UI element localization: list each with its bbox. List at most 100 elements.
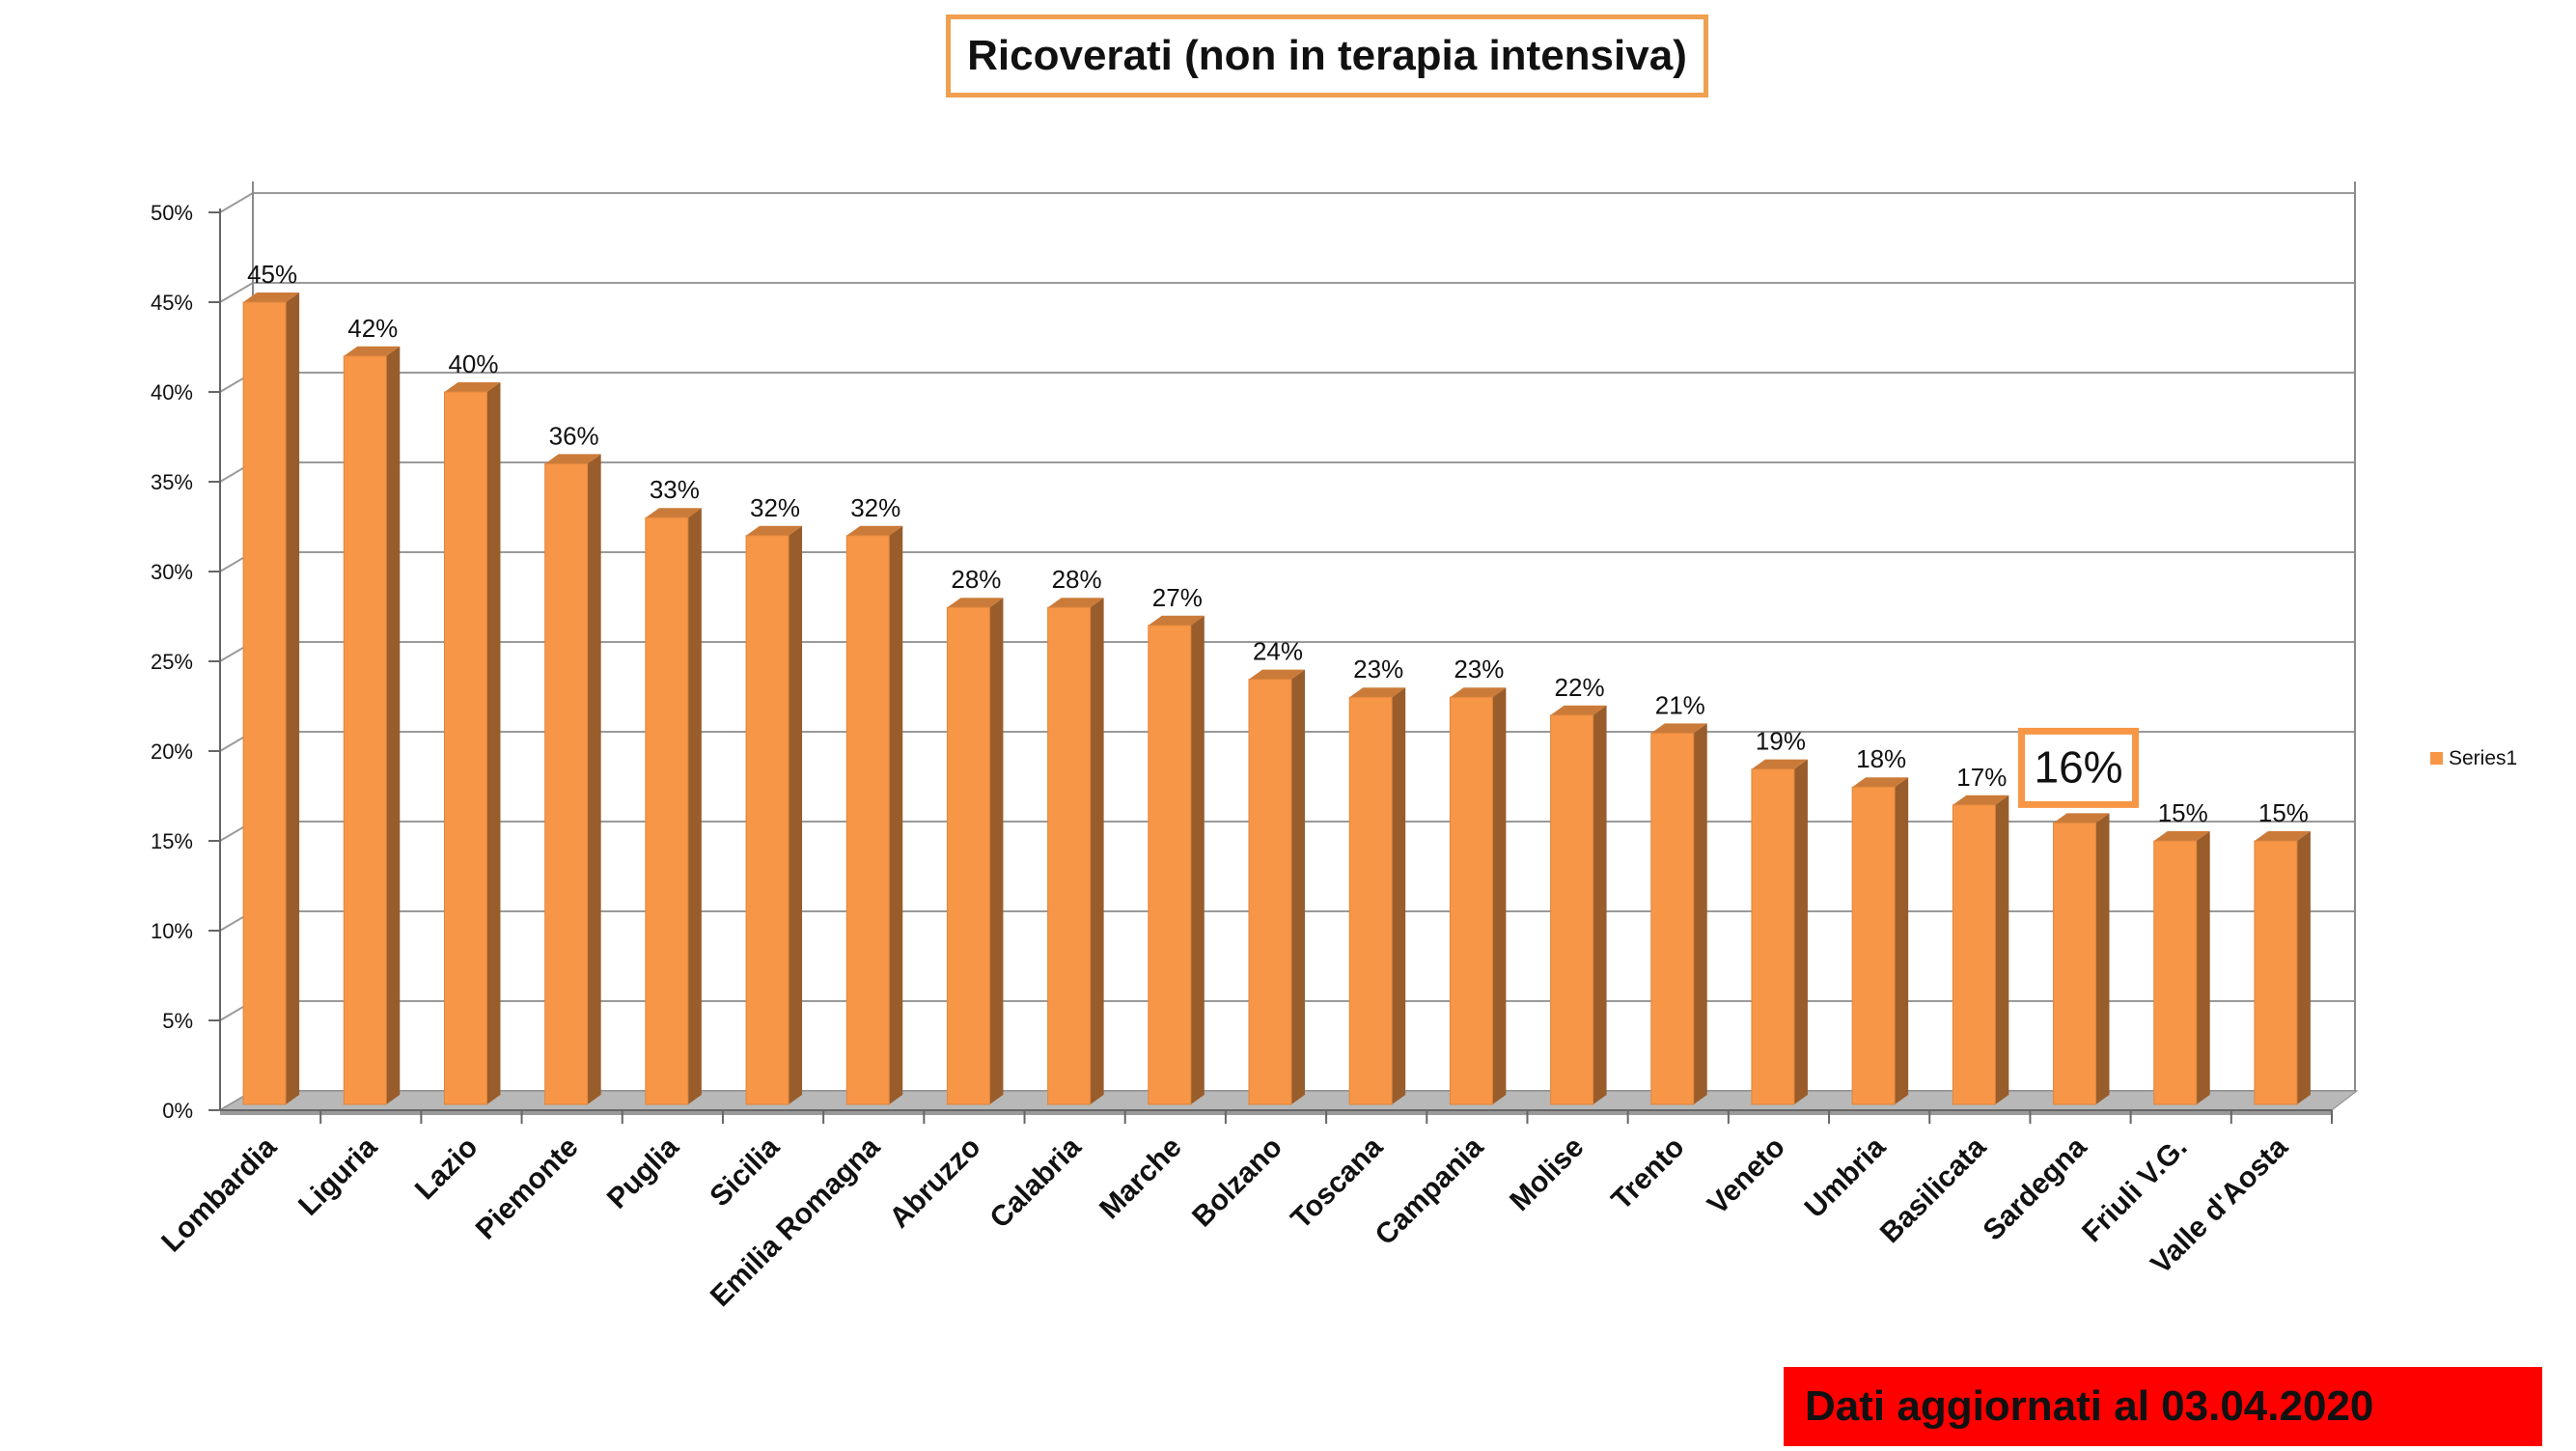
update-date-banner: Dati aggiornati al 03.04.2020 <box>1784 1367 2542 1446</box>
bar-side <box>2095 813 2110 1104</box>
y-tick-label: 25% <box>151 650 193 674</box>
bar-top <box>1550 705 1607 715</box>
bar-top <box>544 454 601 464</box>
bar <box>1348 696 1393 1105</box>
bar <box>1047 606 1092 1105</box>
x-tick-label: Bolzano <box>1186 1131 1288 1234</box>
data-label: 45% <box>247 260 297 289</box>
data-label: 27% <box>1152 583 1203 612</box>
x-tick-label: Calabria <box>984 1130 1088 1234</box>
bar-top <box>947 598 1004 608</box>
y-tick-label: 0% <box>162 1099 193 1123</box>
x-tick-label: Marche <box>1094 1131 1188 1226</box>
x-tick-label: Emilia Romagna <box>705 1130 887 1313</box>
x-tick-label: Umbria <box>1799 1130 1893 1224</box>
update-date-text: Dati aggiornati al 03.04.2020 <box>1805 1382 2374 1430</box>
bar-side <box>386 346 401 1104</box>
x-tick-label: Veneto <box>1702 1131 1791 1221</box>
y-tick-label: 50% <box>151 201 193 225</box>
bar-side <box>1291 669 1305 1104</box>
bar <box>946 606 990 1105</box>
y-tick-label: 15% <box>151 829 193 853</box>
bar <box>443 391 487 1105</box>
x-tick-label: Lombardia <box>155 1130 283 1258</box>
bar <box>1248 679 1292 1105</box>
data-label: 40% <box>448 349 498 378</box>
bar-top <box>1852 777 1909 788</box>
bar-top <box>846 525 903 536</box>
chart-title: Ricoverati (non in terapia intensiva) <box>967 32 1687 79</box>
bar-side <box>486 382 501 1104</box>
gridline-side <box>219 192 254 213</box>
data-label: 32% <box>850 493 900 522</box>
bar-side <box>1190 615 1205 1104</box>
y-tick-label: 30% <box>151 560 193 584</box>
data-label: 33% <box>650 475 700 504</box>
bar-side <box>1090 598 1104 1104</box>
chart-floor-edge <box>220 1110 2332 1115</box>
bar-top <box>746 525 803 536</box>
bar-side <box>1392 687 1406 1104</box>
highlight-box <box>2018 727 2140 808</box>
bar <box>645 516 689 1105</box>
x-tick-label: Basilicata <box>1874 1130 1993 1249</box>
bar-side <box>1995 795 2009 1104</box>
bar <box>2254 840 2298 1105</box>
bar <box>2153 840 2198 1105</box>
bar <box>2053 822 2097 1105</box>
data-label: 16% <box>2034 741 2122 792</box>
bar <box>1751 768 1795 1105</box>
bar-top <box>1148 615 1205 626</box>
bar-side <box>889 525 903 1104</box>
data-label: 15% <box>2158 798 2208 827</box>
bar <box>1550 714 1594 1105</box>
bar-side <box>2196 831 2210 1104</box>
data-label: 23% <box>1454 655 1504 684</box>
x-tick-label: Lazio <box>409 1131 485 1207</box>
bar <box>343 355 387 1105</box>
bar-side <box>2296 831 2311 1104</box>
bar <box>745 535 789 1105</box>
bar-top <box>1249 669 1305 680</box>
y-tick-label: 5% <box>162 1009 193 1033</box>
bar-side <box>789 525 803 1104</box>
bar-top <box>1349 687 1406 698</box>
data-label: 15% <box>2258 798 2309 827</box>
x-tick-label: Sicilia <box>704 1130 786 1213</box>
bar-top <box>1751 759 1808 769</box>
bar-side <box>1895 777 1909 1104</box>
data-label: 22% <box>1555 673 1605 702</box>
bar <box>1449 696 1493 1105</box>
bar-side <box>687 508 702 1104</box>
bar <box>1148 625 1192 1105</box>
y-tick-label: 35% <box>151 470 193 494</box>
gridline-side <box>219 282 254 303</box>
bar-top <box>243 293 300 302</box>
data-label: 23% <box>1353 655 1403 684</box>
x-tick-label: Liguria <box>292 1130 383 1221</box>
x-tick-label: Trento <box>1606 1131 1691 1216</box>
chart-title-box: Ricoverati (non in terapia intensiva) <box>946 14 1708 98</box>
data-label: 32% <box>750 493 800 522</box>
bar <box>1851 786 1896 1105</box>
bar-top <box>1953 795 2009 805</box>
bar-top <box>1047 598 1104 608</box>
x-tick-label: Puglia <box>601 1130 685 1214</box>
x-tick-label: Piemonte <box>470 1131 585 1246</box>
x-tick-label: Sardegna <box>1977 1130 2092 1246</box>
bar-side <box>1492 687 1507 1104</box>
bar-top <box>444 382 501 392</box>
y-tick-label: 10% <box>151 919 193 943</box>
bar <box>242 301 287 1105</box>
y-tick-label: 40% <box>151 380 193 405</box>
bar-top <box>1450 687 1507 698</box>
bar <box>845 535 890 1105</box>
data-label: 18% <box>1856 744 1906 773</box>
data-label: 21% <box>1655 690 1705 719</box>
bar-top <box>645 508 702 518</box>
y-tick-label: 45% <box>151 291 193 315</box>
bar-side <box>1593 705 1607 1104</box>
legend-label: Series1 <box>2449 747 2517 769</box>
bar-side <box>1693 723 1707 1104</box>
